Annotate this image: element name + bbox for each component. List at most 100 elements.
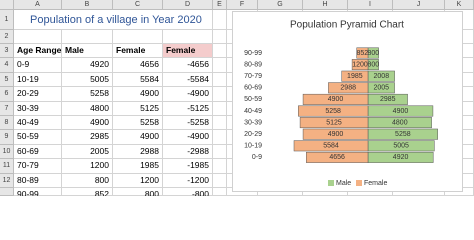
data-label: 2985 <box>380 96 396 103</box>
empty-cell <box>213 10 227 30</box>
legend-label: Female <box>364 180 387 187</box>
data-label: 4920 <box>393 154 409 161</box>
category-label: 50-59 <box>244 96 262 103</box>
empty-cell <box>213 58 227 73</box>
column-header[interactable]: G <box>258 0 303 10</box>
row-number[interactable] <box>0 188 14 196</box>
bar <box>356 47 369 59</box>
data-label: 4656 <box>329 154 345 161</box>
row-number[interactable]: 10 <box>0 144 14 160</box>
data-cell: 2988 <box>113 144 163 160</box>
data-label: 1985 <box>347 73 363 80</box>
bar <box>293 140 369 152</box>
row-number[interactable]: 12 <box>0 173 14 188</box>
data-cell: 80-89 <box>14 173 62 188</box>
column-header[interactable]: B <box>62 0 113 10</box>
data-cell: 800 <box>62 173 113 188</box>
bar <box>328 82 369 94</box>
data-cell: 70-79 <box>14 159 62 174</box>
empty-cell <box>213 87 227 102</box>
data-cell: 60-69 <box>14 144 62 160</box>
empty-cell <box>213 159 227 174</box>
data-cell: 5258 <box>62 87 113 102</box>
row-number[interactable]: 7 <box>0 101 14 116</box>
empty-cell <box>213 173 227 188</box>
chart-title: Population Pyramid Chart <box>290 20 404 31</box>
legend-swatch <box>328 180 334 186</box>
column-header[interactable]: C <box>113 0 163 10</box>
empty-cell <box>213 101 227 116</box>
data-cell: 800 <box>113 188 163 196</box>
chart: Population Pyramid Chart 90-99 80085280-8… <box>232 11 463 192</box>
data-cell: -2988 <box>163 144 213 160</box>
header-cell: Male <box>62 44 113 59</box>
bar <box>306 151 369 163</box>
data-label: 1200 <box>352 61 368 68</box>
data-cell: -1200 <box>163 173 213 188</box>
category-label: 20-29 <box>244 131 262 138</box>
bar <box>302 128 369 140</box>
header-cell: Female <box>163 44 213 59</box>
category-label: 60-69 <box>244 85 262 92</box>
bar <box>351 59 369 71</box>
data-label: 4800 <box>392 119 408 126</box>
column-header[interactable]: A <box>14 0 62 10</box>
corner[interactable] <box>0 0 14 10</box>
data-cell: 90-99 <box>14 188 62 196</box>
data-label: 5125 <box>326 119 342 126</box>
data-cell: -4900 <box>163 87 213 102</box>
column-header[interactable]: D <box>163 0 213 10</box>
row-number[interactable]: 1 <box>0 10 14 30</box>
data-cell: 50-59 <box>14 130 62 145</box>
data-cell: 30-39 <box>14 101 62 116</box>
row-number[interactable]: 6 <box>0 87 14 102</box>
row-number[interactable]: 3 <box>0 44 14 59</box>
empty-cell <box>14 30 62 44</box>
data-cell: 10-19 <box>14 72 62 88</box>
data-label: 4900 <box>393 108 409 115</box>
bar <box>298 105 369 117</box>
data-label: 800 <box>367 61 379 68</box>
data-cell: 5258 <box>113 116 163 131</box>
data-cell: -4900 <box>163 130 213 145</box>
empty-cell <box>213 30 227 44</box>
row-number[interactable]: 4 <box>0 58 14 73</box>
column-header[interactable]: I <box>348 0 393 10</box>
data-label: 2005 <box>373 85 389 92</box>
bar <box>302 93 369 105</box>
data-label: 4900 <box>328 96 344 103</box>
data-cell: 5005 <box>62 72 113 88</box>
data-cell: 4656 <box>113 58 163 73</box>
column-header[interactable]: H <box>303 0 348 10</box>
data-cell: -5258 <box>163 116 213 131</box>
spreadsheet-window: A B C D E F G H I J K 1 2 3 4 5 6 7 8 9 10 11 12 Population of … <box>0 0 474 196</box>
row-number[interactable]: 9 <box>0 130 14 145</box>
row-number[interactable]: 8 <box>0 116 14 131</box>
data-cell: 1200 <box>62 159 113 174</box>
column-header[interactable]: E <box>213 0 227 10</box>
empty-cell <box>213 116 227 131</box>
column-header[interactable]: K <box>445 0 474 10</box>
column-header[interactable]: J <box>393 0 445 10</box>
data-cell: -800 <box>163 188 213 196</box>
data-label: 2008 <box>374 73 390 80</box>
bar <box>299 117 369 129</box>
data-cell: 4900 <box>113 87 163 102</box>
data-label: 800 <box>367 50 379 57</box>
category-label: 90-99 <box>244 50 262 57</box>
data-cell: 4800 <box>62 101 113 116</box>
data-label: 5584 <box>323 143 339 150</box>
row-number[interactable]: 2 <box>0 30 14 44</box>
sheet-title: Population of a village in Year 2020 <box>14 10 213 30</box>
data-cell: 20-29 <box>14 87 62 102</box>
data-cell: 2985 <box>62 130 113 145</box>
data-cell: 2005 <box>62 144 113 160</box>
data-cell: 5584 <box>113 72 163 88</box>
row-number[interactable]: 11 <box>0 159 14 174</box>
column-header[interactable]: F <box>227 0 258 10</box>
empty-cell <box>213 72 227 88</box>
data-label: 2988 <box>340 85 356 92</box>
row-number[interactable]: 5 <box>0 72 14 88</box>
category-label: 30-39 <box>244 119 262 126</box>
category-label: 70-79 <box>244 73 262 80</box>
